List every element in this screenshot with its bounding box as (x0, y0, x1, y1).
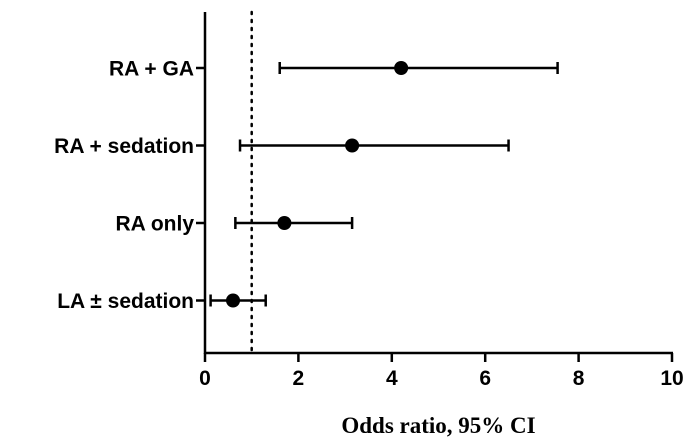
forest-row: RA only (115, 213, 354, 236)
x-tick-label: 4 (386, 367, 398, 390)
forest-row: RA + GA (109, 58, 559, 81)
x-axis-title: Odds ratio, 95% CI (341, 413, 535, 438)
x-tick-label: 10 (660, 367, 683, 390)
point-estimate (277, 216, 292, 230)
forest-row: LA ± sedation (57, 290, 267, 313)
point-estimate (345, 138, 360, 153)
forest-row: RA + sedation (54, 135, 510, 158)
row-label: LA ± sedation (57, 290, 194, 313)
row-label: RA only (115, 213, 194, 236)
forest-rows: RA + GA RA + sedation RA only LA ± sedation (54, 58, 559, 313)
x-tick-label: 6 (479, 367, 491, 390)
x-tick-label: 2 (293, 367, 305, 390)
row-label: RA + GA (109, 58, 194, 81)
x-tick-label: 8 (573, 367, 585, 390)
row-label: RA + sedation (54, 135, 194, 158)
point-estimate (394, 61, 409, 75)
x-axis-ticks: 0 2 4 6 8 10 (199, 353, 684, 390)
point-estimate (226, 293, 241, 308)
x-tick-label: 0 (199, 367, 211, 390)
